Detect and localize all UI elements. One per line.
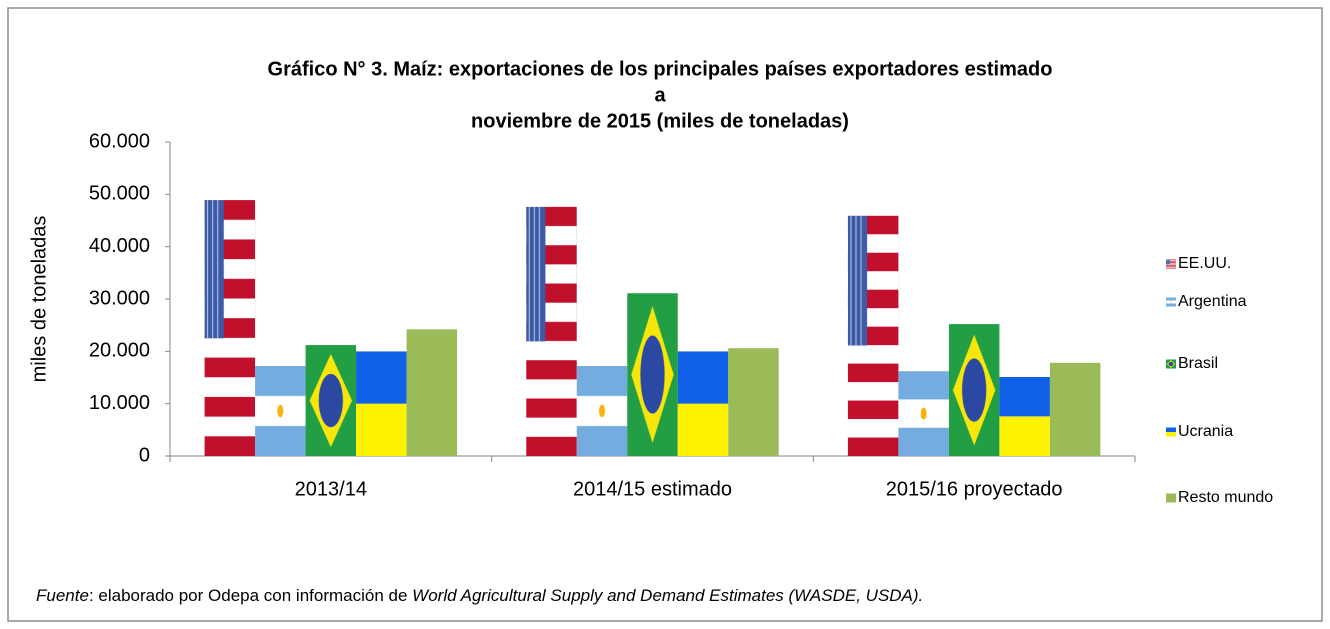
title-line: noviembre de 2015 (miles de toneladas)	[471, 110, 849, 132]
footnote-part: World Agricultural Supply and Demand Est…	[412, 586, 923, 605]
bar	[204, 200, 256, 456]
bar	[356, 351, 407, 456]
y-tick-label: 10.000	[89, 392, 150, 414]
x-tick-label: 2014/15 estimado	[573, 478, 732, 500]
x-tick-label: 2013/14	[295, 478, 367, 500]
bar	[728, 348, 779, 456]
legend-swatch	[1166, 259, 1176, 269]
bar	[255, 365, 306, 456]
legend-swatch	[1166, 359, 1176, 369]
y-tick-label: 60.000	[89, 130, 150, 152]
title-line: a	[654, 84, 666, 106]
chart-border	[7, 7, 1323, 622]
footnote: Fuente: elaborado por Odepa con informac…	[36, 586, 923, 605]
bar	[526, 206, 577, 456]
y-tick-label: 40.000	[89, 235, 150, 257]
legend-label: Argentina	[1178, 293, 1247, 310]
footnote-part: Fuente	[36, 586, 89, 605]
bar	[948, 324, 1000, 456]
bar	[898, 371, 949, 456]
bar	[1049, 362, 1101, 456]
legend-label: Resto mundo	[1178, 489, 1273, 506]
bar	[677, 351, 729, 456]
bar	[627, 293, 678, 456]
footnote-part: : elaborado por Odepa con información de	[89, 586, 412, 605]
legend-swatch	[1166, 493, 1176, 503]
title-line: Gráfico N° 3. Maíz: exportaciones de los…	[268, 58, 1053, 80]
y-axis-label: miles de toneladas	[28, 216, 50, 383]
legend-label: EE.UU.	[1178, 255, 1231, 272]
bar	[406, 329, 458, 456]
legend-swatch	[1166, 297, 1176, 307]
chart-title: Gráfico N° 3. Maíz: exportaciones de los…	[268, 58, 1053, 132]
legend-label: Ucrania	[1178, 423, 1233, 440]
y-tick-label: 30.000	[89, 287, 150, 309]
bar	[999, 376, 1050, 456]
bar	[576, 365, 628, 456]
bar	[847, 215, 899, 456]
x-tick-label: 2015/16 proyectado	[886, 478, 1063, 500]
legend-swatch	[1166, 427, 1176, 437]
y-tick-label: 0	[139, 444, 150, 466]
bar	[305, 345, 357, 456]
legend-label: Brasil	[1178, 355, 1218, 372]
y-tick-label: 50.000	[89, 183, 150, 205]
y-tick-label: 20.000	[89, 340, 150, 362]
